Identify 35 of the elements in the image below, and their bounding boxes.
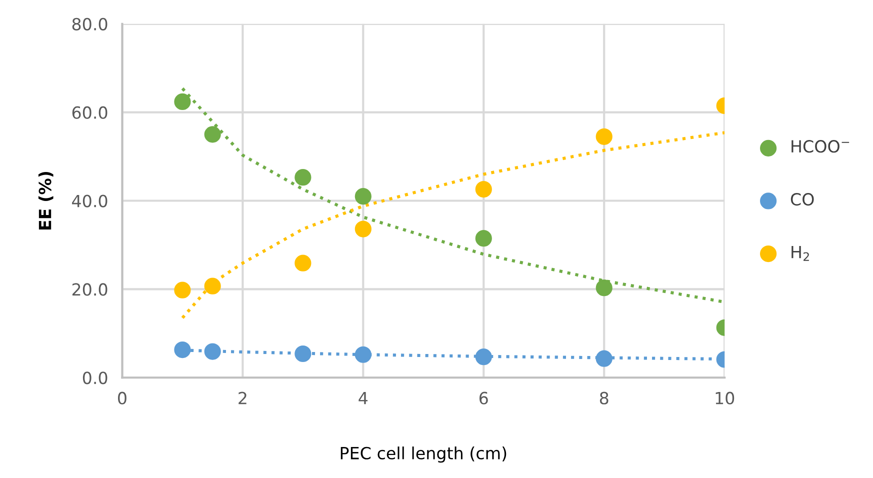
point — [204, 278, 221, 294]
y-tick-label: 20.0 — [72, 283, 108, 296]
line-series — [180, 131, 725, 320]
y-tick-label: 80.0 — [72, 18, 108, 30]
point — [596, 350, 612, 367]
point — [354, 346, 372, 363]
point — [174, 282, 191, 298]
x-tick-label: 0 — [118, 392, 126, 404]
y-tick-label: 60.0 — [72, 106, 108, 119]
legend-label: CO — [790, 192, 814, 206]
point — [354, 220, 372, 238]
x-tick-label: 8 — [600, 392, 608, 404]
legend-label: HCOO$^{−}$ — [792, 140, 850, 153]
x-tick-label: 4 — [358, 392, 368, 404]
y-axis-title: EE (%) — [38, 172, 54, 230]
point — [596, 280, 612, 296]
y-tick-label: 40.0 — [72, 194, 108, 208]
point — [354, 188, 372, 205]
y-tick-label: 0.0 — [82, 372, 108, 384]
x-tick-label: 2 — [238, 392, 246, 404]
point — [294, 169, 312, 186]
x-tick-label: 6 — [480, 392, 488, 404]
point — [174, 341, 191, 358]
point — [475, 180, 492, 198]
point — [174, 93, 191, 110]
point — [475, 230, 492, 247]
x-tick-label: 10 — [716, 392, 734, 404]
point — [294, 254, 312, 272]
point — [596, 128, 612, 145]
x-axis-title: PEC cell length (cm) — [340, 446, 506, 463]
point — [475, 348, 492, 366]
legend-label: H$_{2}$ — [792, 246, 809, 261]
point — [204, 343, 221, 360]
point — [204, 126, 221, 143]
point — [294, 345, 312, 362]
